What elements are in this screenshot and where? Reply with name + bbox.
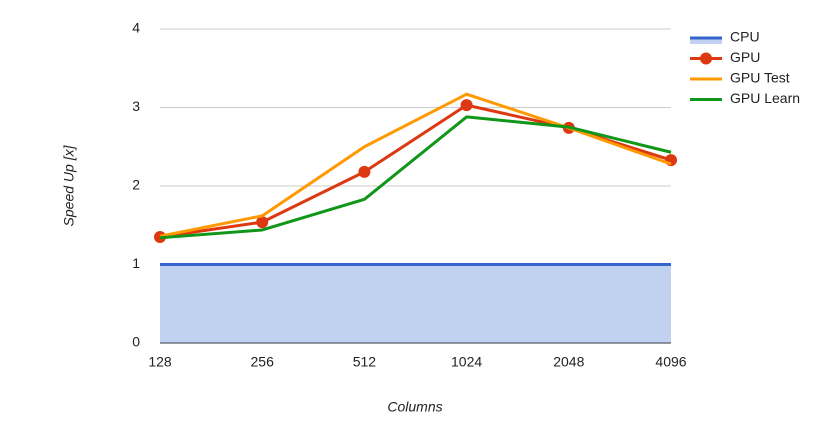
y-tick-label: 4 <box>132 20 140 36</box>
marker <box>460 99 473 112</box>
legend-swatch <box>700 52 712 65</box>
x-axis-title: Columns <box>387 399 442 415</box>
area <box>160 264 671 343</box>
y-axis-title: Speed Up [x] <box>61 144 77 226</box>
x-tick-label: 128 <box>148 354 172 370</box>
y-tick-label: 1 <box>132 255 140 271</box>
legend-label: GPU <box>730 49 760 65</box>
legend-swatch <box>690 38 722 44</box>
marker <box>665 154 677 167</box>
line <box>159 115 672 240</box>
legend-label: GPU Test <box>730 70 790 86</box>
y-tick-label: 2 <box>132 177 140 193</box>
marker <box>358 165 371 178</box>
legend-label: GPU Learn <box>730 90 800 106</box>
marker <box>256 216 269 229</box>
x-tick-label: 4096 <box>655 354 686 370</box>
x-tick-label: 256 <box>251 354 275 370</box>
y-tick-label: 3 <box>132 98 140 114</box>
legend-label: CPU <box>730 29 760 45</box>
y-tick-label: 0 <box>132 334 140 350</box>
x-tick-label: 1024 <box>451 354 482 370</box>
x-tick-label: 2048 <box>553 354 584 370</box>
x-tick-label: 512 <box>353 354 377 370</box>
line <box>159 103 672 239</box>
line <box>159 92 672 238</box>
